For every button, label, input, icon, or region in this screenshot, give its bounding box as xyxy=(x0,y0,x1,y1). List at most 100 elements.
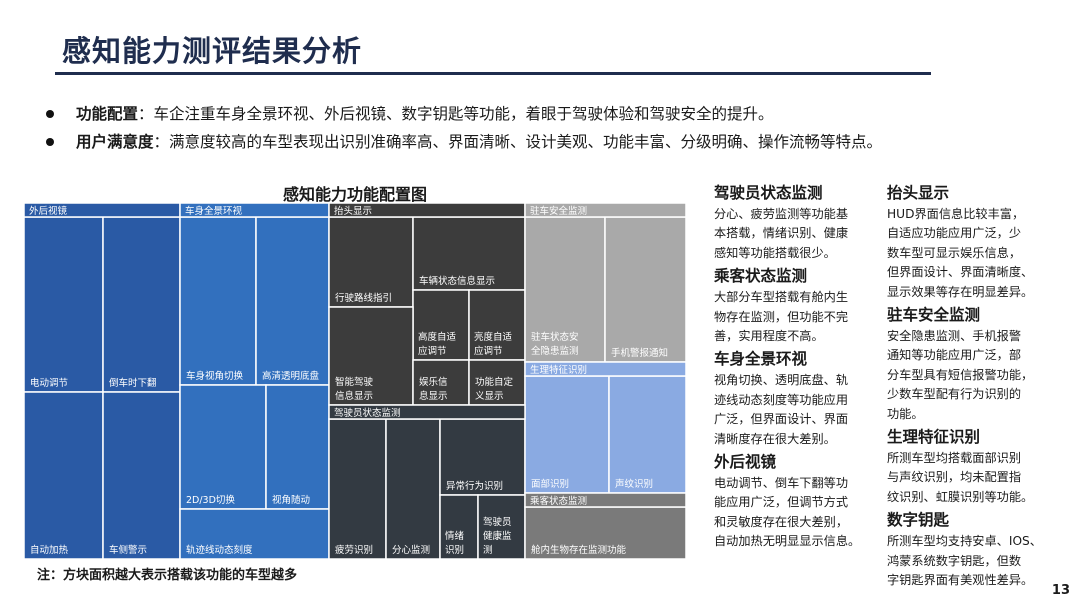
section-body: 安全隐患监测、手机报警 通知等功能应用广泛，部 分车型具有短信报警功能， 少数车型配有… xyxy=(887,327,1055,424)
section-line: 但界面设计、界面清晰度、 xyxy=(887,265,1034,280)
treemap-group-header xyxy=(524,492,686,508)
treemap-cell xyxy=(102,391,181,559)
treemap-cell xyxy=(468,289,526,361)
treemap-cell xyxy=(604,216,686,363)
section-line: 安全隐患监测、手机报警 xyxy=(887,329,1022,344)
section-line: 本搭载，情绪识别、健康 xyxy=(714,226,849,241)
treemap-cell-label: 车辆状态信息显示 xyxy=(419,275,495,287)
section-heading: 驻车安全监测 xyxy=(887,306,981,325)
section-line: 所测车型均搭载面部识别 xyxy=(887,451,1022,466)
section-heading: 车身全景环视 xyxy=(714,350,808,369)
section-line: 善，实用程度不高。 xyxy=(714,329,824,344)
treemap-cell xyxy=(608,375,686,494)
section-line: 少数车型配有行为识别的 xyxy=(887,387,1022,402)
chart-note: 注：方块面积越大表示搭载该功能的车型越多 xyxy=(37,568,298,583)
section-heading: 驾驶员状态监测 xyxy=(714,184,823,202)
treemap-cell xyxy=(179,508,330,559)
bullet-dot-icon xyxy=(46,138,54,146)
treemap-cell-label: 娱乐信息显示 xyxy=(419,376,448,402)
section-line: 通知等功能应用广泛，部 xyxy=(887,348,1022,363)
analysis-column-left: 驾驶员状态监测分心、疲劳监测等功能基 本搭载，情绪识别、健康 感知等功能搭载很少。乘… xyxy=(714,181,872,553)
treemap-cell-label: 2D/3D切换 xyxy=(186,494,235,506)
bullet-item-function-config: 功能配置 ：车企注重车身全景环视、外后视镜、数字钥匙等功能，着眼于驾驶体验和驾驶… xyxy=(46,100,1056,128)
section-line: 自动加热无明显显示信息。 xyxy=(714,534,861,549)
section-line: 大部分车型搭载有舱内生 xyxy=(714,290,849,305)
treemap-cell-label: 声纹识别 xyxy=(615,478,653,490)
chart-title: 感知能力功能配置图 xyxy=(282,185,427,204)
bullet-item-user-satisfaction: 用户满意度 ：满意度较高的车型表现出识别准确率高、界面清晰、设计美观、功能丰富、… xyxy=(46,128,1056,156)
bullet-dot-icon xyxy=(46,110,54,118)
treemap-cell xyxy=(265,384,330,510)
treemap-group-label: 驾驶员状态监测 xyxy=(334,407,401,419)
treemap-cell xyxy=(24,216,104,393)
treemap-cell xyxy=(385,418,441,559)
section-heading: 数字钥匙 xyxy=(887,511,950,530)
section-line: 电动调节、倒车下翻等功 xyxy=(714,476,849,491)
treemap-group-label: 生理特征识别 xyxy=(530,364,587,376)
treemap-group-label: 驻车安全监测 xyxy=(530,205,587,217)
treemap-cell-label: 驻车状态安全隐患监测 xyxy=(531,331,579,357)
treemap-cell-label: 高清透明底盘 xyxy=(262,370,320,382)
section-line: 视角切换、透明底盘、轨 xyxy=(714,373,849,388)
bullet-text: ：满意度较高的车型表现出识别准确率高、界面清晰、设计美观、功能丰富、分级明确、操… xyxy=(153,133,883,151)
bullet-term: 用户满意度 xyxy=(76,133,154,151)
section-line: 物存在监测，但功能不完 xyxy=(714,309,849,324)
section-heading: 抬头显示 xyxy=(887,184,950,202)
page-number: 13 xyxy=(1051,583,1070,598)
section-line: 感知等功能搭载很少。 xyxy=(714,245,836,260)
treemap-cell-label: 车身视角切换 xyxy=(186,370,244,382)
section-body: 视角切换、透明底盘、轨 迹线动态刻度等功能应用 广泛，但界面设计、界面 清晰度存在很大… xyxy=(714,371,872,449)
section-body: 大部分车型搭载有舱内生 物存在监测，但功能不完 善，实用程度不高。 xyxy=(714,288,872,346)
treemap-cell xyxy=(412,289,470,361)
treemap-group-label: 外后视镜 xyxy=(29,205,68,217)
section-line: HUD界面信息比较丰富， xyxy=(887,207,1025,221)
treemap-cell-label: 智能驾驶信息显示 xyxy=(335,376,374,402)
treemap-cell-label: 情绪识别 xyxy=(445,530,465,556)
bullet-list: 功能配置 ：车企注重车身全景环视、外后视镜、数字钥匙等功能，着眼于驾驶体验和驾驶… xyxy=(46,100,1056,156)
treemap-cell-label: 亮度自适应调节 xyxy=(474,331,513,357)
treemap-cell-label: 异常行为识别 xyxy=(446,480,503,492)
section-line: 数车型可显示娱乐信息， xyxy=(887,245,1022,260)
treemap-cell-label: 自动加热 xyxy=(30,544,69,556)
treemap-group-label: 抬头显示 xyxy=(334,205,372,217)
treemap-cell xyxy=(524,506,686,559)
section-line: 分车型具有短信报警功能， xyxy=(887,367,1034,382)
treemap-cell-label: 驾驶员健康监测 xyxy=(483,516,512,556)
treemap-group-label: 乘客状态监测 xyxy=(530,495,587,507)
treemap-cell-label: 电动调节 xyxy=(30,377,68,389)
section-line: 能应用广泛，但调节方式 xyxy=(714,495,849,510)
analysis-column-right: 抬头显示 HUD界面信息比较丰富， 自适应功能应用广泛，少 数车型可显示娱乐信息， 但界… xyxy=(887,181,1055,592)
section-body: 所测车型均支持安卓、IOS、 鸿蒙系统数字钥匙，但数 字钥匙界面有美观性差异。 xyxy=(887,532,1055,590)
bullet-term: 功能配置 xyxy=(76,105,139,123)
treemap-cell-label: 高度自适应调节 xyxy=(418,331,457,357)
treemap-cell xyxy=(477,494,526,559)
treemap-group-header xyxy=(524,361,686,377)
treemap-cell-label: 疲劳识别 xyxy=(335,544,373,556)
treemap-cell-label: 视角随动 xyxy=(272,494,310,506)
treemap-cell-label: 功能自定义显示 xyxy=(475,376,514,402)
section-body: 分心、疲劳监测等功能基 本搭载，情绪识别、健康 感知等功能搭载很少。 xyxy=(714,205,872,263)
section-heading: 乘客状态监测 xyxy=(714,267,808,286)
treemap-cell xyxy=(439,494,479,559)
treemap-group-header xyxy=(328,404,526,420)
section-body: 所测车型均搭载面部识别 与声纹识别，均未配置指 纹识别、虹膜识别等功能。 xyxy=(887,449,1055,507)
section-line: 广泛，但界面设计、界面 xyxy=(714,412,849,427)
treemap-group-header xyxy=(524,203,686,218)
treemap-cell-label: 分心监测 xyxy=(392,544,430,556)
section-body: 电动调节、倒车下翻等功 能应用广泛，但调节方式 和灵敏度存在很大差别， 自动加热无明显… xyxy=(714,474,872,552)
treemap-cell-label: 舱内生物存在监测功能 xyxy=(531,544,627,556)
section-heading: 生理特征识别 xyxy=(887,428,981,447)
treemap-group-label: 车身全景环视 xyxy=(185,205,243,217)
treemap-cell xyxy=(328,418,387,559)
treemap-cell xyxy=(24,391,104,559)
section-line: 与声纹识别，均未配置指 xyxy=(887,470,1022,485)
treemap-cell-label: 轨迹线动态刻度 xyxy=(186,544,253,556)
bullet-text: ：车企注重车身全景环视、外后视镜、数字钥匙等功能，着眼于驾驶体验和驾驶安全的提升… xyxy=(138,105,774,123)
section-line: 所测车型均支持安卓、IOS、 xyxy=(887,534,1042,549)
treemap-cell-label: 面部识别 xyxy=(531,478,569,490)
section-line: 清晰度存在很大差别。 xyxy=(714,431,836,446)
section-line: 分心、疲劳监测等功能基 xyxy=(714,207,849,221)
section-line: 字钥匙界面有美观性差异。 xyxy=(887,573,1034,588)
treemap-cell-label: 行驶路线指引 xyxy=(335,292,392,304)
section-line: 自适应功能应用广泛，少 xyxy=(887,226,1022,241)
